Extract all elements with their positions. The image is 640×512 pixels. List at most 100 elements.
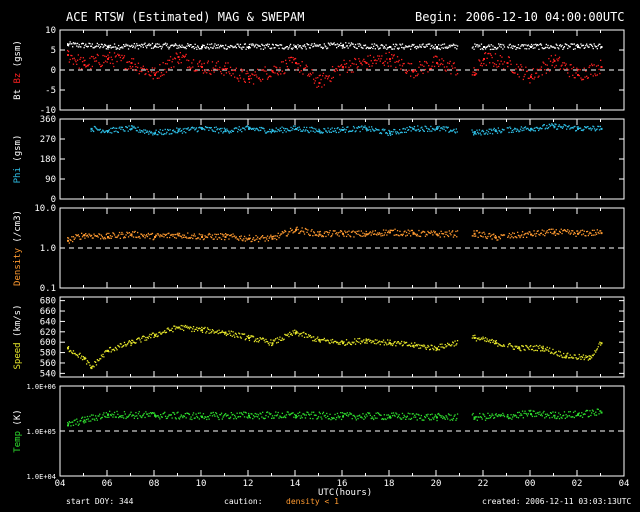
data-point	[327, 418, 330, 420]
data-point	[130, 45, 132, 47]
data-point	[251, 44, 253, 47]
data-point	[95, 60, 98, 62]
data-point	[225, 415, 228, 417]
data-point	[345, 45, 348, 47]
data-point	[299, 65, 302, 67]
data-point	[329, 131, 331, 133]
data-point	[342, 43, 344, 46]
data-point	[529, 410, 531, 413]
data-point	[517, 73, 519, 75]
data-point	[224, 65, 226, 67]
data-point	[249, 336, 251, 338]
data-point	[232, 130, 234, 132]
data-point	[405, 71, 407, 74]
data-point	[249, 47, 251, 49]
data-point	[355, 47, 357, 49]
data-point	[359, 60, 361, 62]
data-point	[500, 46, 502, 48]
data-point	[159, 236, 161, 238]
data-point	[240, 128, 242, 131]
data-point	[298, 232, 300, 234]
data-point	[571, 356, 573, 358]
sample-point	[600, 66, 603, 68]
data-point	[447, 68, 450, 71]
data-point	[230, 234, 232, 236]
data-point	[134, 342, 136, 344]
data-point	[204, 416, 206, 418]
data-point	[120, 128, 122, 130]
data-point	[90, 55, 93, 58]
data-point	[424, 347, 427, 349]
data-point	[285, 334, 287, 336]
data-point	[229, 334, 232, 336]
data-point	[597, 231, 599, 234]
data-point	[346, 126, 348, 128]
data-point	[94, 46, 96, 48]
data-point	[215, 331, 217, 333]
data-point	[230, 131, 232, 134]
data-point	[295, 330, 297, 332]
data-point	[145, 131, 147, 133]
sample-point	[67, 424, 69, 427]
data-point	[355, 233, 357, 235]
data-point	[84, 59, 86, 61]
data-point	[304, 46, 307, 48]
data-point	[174, 44, 176, 46]
data-point	[426, 346, 428, 349]
data-point	[327, 127, 329, 129]
data-point	[194, 417, 196, 419]
data-point	[415, 233, 417, 235]
data-point	[374, 59, 376, 61]
data-point	[478, 129, 481, 131]
data-point	[544, 47, 546, 49]
data-point	[513, 232, 515, 235]
data-point	[362, 413, 364, 415]
data-point	[389, 134, 392, 136]
data-point	[139, 44, 141, 46]
data-point	[205, 69, 207, 71]
data-point	[494, 53, 497, 55]
data-point	[442, 347, 445, 349]
data-point	[570, 416, 572, 418]
data-point	[86, 64, 89, 67]
data-point	[382, 62, 385, 64]
data-point	[396, 341, 399, 343]
y-tick-label-density: 10.0	[34, 204, 56, 214]
data-point	[178, 58, 181, 61]
data-point	[209, 233, 211, 236]
data-point	[553, 46, 555, 48]
data-point	[300, 130, 302, 132]
data-point	[421, 344, 423, 347]
data-point	[79, 58, 81, 60]
data-point	[410, 45, 413, 47]
data-point	[118, 234, 120, 236]
data-point	[248, 75, 250, 78]
data-point	[256, 238, 258, 240]
data-point	[93, 418, 95, 420]
data-point	[262, 78, 264, 80]
data-point	[337, 343, 339, 345]
data-point	[525, 128, 527, 130]
data-point	[264, 132, 267, 134]
data-point	[278, 70, 280, 73]
data-point	[314, 338, 316, 340]
data-point	[530, 348, 533, 351]
data-point	[303, 231, 305, 233]
data-point	[484, 340, 486, 342]
data-point	[229, 332, 231, 334]
data-point	[283, 127, 285, 129]
data-point	[593, 229, 595, 231]
data-point	[181, 237, 183, 239]
data-point	[573, 354, 575, 356]
data-point	[285, 334, 288, 336]
data-point	[322, 131, 324, 134]
data-point	[219, 332, 221, 334]
data-point	[152, 134, 154, 136]
data-point	[382, 341, 384, 343]
data-point	[298, 415, 300, 417]
data-point	[550, 412, 552, 414]
data-point	[328, 75, 330, 77]
data-point	[413, 126, 416, 128]
data-point	[479, 339, 481, 341]
data-point	[562, 126, 564, 128]
